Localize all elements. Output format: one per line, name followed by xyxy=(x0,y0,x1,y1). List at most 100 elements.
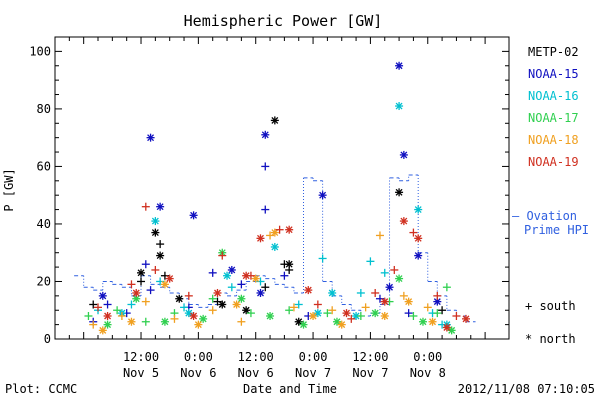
north-marker xyxy=(103,320,112,329)
north-marker xyxy=(156,251,165,260)
south-marker xyxy=(237,280,246,289)
south-marker xyxy=(180,303,189,312)
north-marker xyxy=(328,288,337,297)
south-marker xyxy=(141,202,150,211)
south-marker xyxy=(156,240,165,249)
north-marker xyxy=(165,274,174,283)
north-marker xyxy=(461,314,470,323)
north-marker xyxy=(146,133,155,142)
north-marker xyxy=(285,260,294,269)
south-marker xyxy=(452,311,461,320)
south-marker xyxy=(261,205,270,214)
north-marker xyxy=(103,311,112,320)
x-tick-time: 12:00 xyxy=(123,350,159,364)
south-marker xyxy=(399,291,408,300)
south-marker xyxy=(89,320,98,329)
south-marker xyxy=(347,314,356,323)
south-marker xyxy=(84,311,93,320)
north-marker xyxy=(342,309,351,318)
x-tick-date: Nov 8 xyxy=(410,366,446,380)
x-tick-time: 0:00 xyxy=(413,350,442,364)
north-marker xyxy=(318,191,327,200)
south-marker xyxy=(127,280,136,289)
north-marker xyxy=(418,317,427,326)
chart-title: Hemispheric Power [GW] xyxy=(184,12,383,30)
south-marker xyxy=(318,254,327,263)
north-marker xyxy=(442,323,451,332)
north-marker xyxy=(256,234,265,243)
south-marker xyxy=(113,306,122,315)
south-marker xyxy=(227,283,236,292)
south-marker xyxy=(218,251,227,260)
y-tick-label: 0 xyxy=(44,332,51,346)
south-marker xyxy=(289,303,298,312)
north-marker xyxy=(261,130,270,139)
south-marker xyxy=(380,268,389,277)
y-tick-label: 40 xyxy=(37,217,51,231)
south-marker xyxy=(328,306,337,315)
south-marker xyxy=(371,288,380,297)
y-axis: 0 20 40 60 80 100 xyxy=(29,36,509,346)
y-tick-label: 80 xyxy=(37,102,51,116)
y-tick-label: 60 xyxy=(37,159,51,173)
x-tick-date: Nov 5 xyxy=(123,366,159,380)
north-marker xyxy=(175,294,184,303)
south-marker xyxy=(375,231,384,240)
north-marker xyxy=(156,202,165,211)
north-marker xyxy=(227,265,236,274)
north-marker xyxy=(132,288,141,297)
south-marker xyxy=(280,271,289,280)
ovation-legend-line2: Prime HPI xyxy=(524,223,589,237)
x-axis: 12:00 Nov 5 0:00 Nov 6 12:00 Nov 6 0:00 Nov 7 12… xyxy=(54,37,486,380)
north-marker xyxy=(313,309,322,318)
south-marker xyxy=(141,260,150,269)
south-marker xyxy=(285,306,294,315)
footer-plot-source: Plot: CCMC xyxy=(5,382,77,396)
south-marker xyxy=(433,291,442,300)
north-marker xyxy=(194,320,203,329)
south-marker xyxy=(438,306,447,315)
north-marker xyxy=(251,274,260,283)
south-marker xyxy=(390,265,399,274)
series-legend: METP-02 NOAA-15 NOAA-16 NOAA-17 NOAA-18 NOAA-… xyxy=(528,45,579,169)
ovation-legend-line1: — Ovation xyxy=(512,209,577,223)
north-marker xyxy=(266,311,275,320)
y-tick-label: 20 xyxy=(37,274,51,288)
north-marker xyxy=(385,283,394,292)
south-marker xyxy=(409,311,418,320)
north-marker xyxy=(218,300,227,309)
south-marker xyxy=(409,228,418,237)
legend-entry: METP-02 xyxy=(528,45,579,59)
y-tick-label: 100 xyxy=(29,44,51,58)
south-marker xyxy=(356,311,365,320)
south-marker xyxy=(208,306,217,315)
north-marker xyxy=(304,286,313,295)
north-marker xyxy=(285,225,294,234)
north-marker xyxy=(237,294,246,303)
north-marker xyxy=(337,320,346,329)
north-marker xyxy=(380,311,389,320)
south-marker xyxy=(294,300,303,309)
north-marker xyxy=(232,300,241,309)
south-marker xyxy=(246,309,255,318)
north-marker xyxy=(270,228,279,237)
north-marker xyxy=(380,297,389,306)
south-marker xyxy=(261,162,270,171)
north-marker xyxy=(137,268,146,277)
south-marker xyxy=(275,225,284,234)
north-marker xyxy=(242,306,251,315)
north-marker xyxy=(223,271,232,280)
north-marker xyxy=(98,291,107,300)
south-marker xyxy=(313,300,322,309)
north-marker xyxy=(256,288,265,297)
x-tick-date: Nov 6 xyxy=(238,366,274,380)
north-marker xyxy=(151,228,160,237)
north-marker xyxy=(395,274,404,283)
south-marker xyxy=(170,314,179,323)
south-marker xyxy=(208,268,217,277)
north-marker xyxy=(242,271,251,280)
legend-north-marker: * north xyxy=(525,332,576,346)
south-marker xyxy=(442,283,451,292)
south-marker xyxy=(103,300,112,309)
